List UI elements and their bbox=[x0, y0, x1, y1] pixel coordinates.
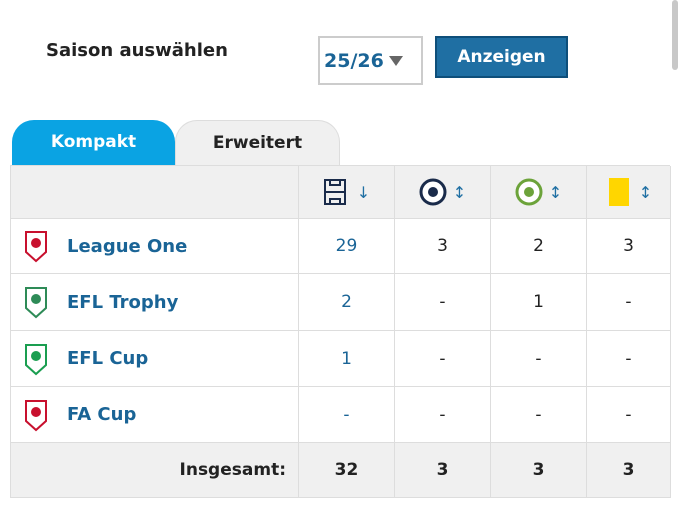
header-cell bbox=[11, 166, 299, 219]
stat-value: - bbox=[299, 387, 395, 443]
stat-value: 3 bbox=[395, 219, 491, 274]
stat-value: 2 bbox=[299, 274, 395, 331]
show-button[interactable]: Anzeigen bbox=[435, 36, 568, 78]
competition-cell: League One bbox=[11, 219, 299, 274]
competition-logo bbox=[25, 343, 47, 375]
stats-table: ↓ ↕ ↕ ↕ League One 29 3 2 3 EFL Trophy 2-1- EFL Cup… bbox=[10, 165, 671, 498]
stat-value: - bbox=[491, 387, 587, 443]
stat-icon bbox=[323, 179, 346, 205]
stat-value: - bbox=[587, 274, 671, 331]
stat-value: 2 bbox=[491, 219, 587, 274]
stat-icon bbox=[419, 178, 447, 206]
stat-value: - bbox=[587, 387, 671, 443]
tab-kompakt[interactable]: Kompakt bbox=[12, 120, 175, 165]
competition-cell: FA Cup bbox=[11, 387, 299, 443]
total-value: 3 bbox=[587, 443, 671, 498]
header-icon-cell[interactable]: ↓ bbox=[299, 166, 395, 219]
competition-cell: EFL Cup bbox=[11, 331, 299, 387]
stat-value: 29 bbox=[299, 219, 395, 274]
total-value: 3 bbox=[491, 443, 587, 498]
season-label: Saison auswählen bbox=[46, 40, 228, 61]
stat-icon bbox=[515, 178, 543, 206]
competition-name[interactable]: EFL Trophy bbox=[67, 291, 179, 313]
season-value: 25/26 bbox=[324, 50, 384, 72]
competition-cell: EFL Trophy bbox=[11, 274, 299, 331]
total-value: 3 bbox=[395, 443, 491, 498]
scrollbar[interactable] bbox=[672, 0, 678, 70]
tab-erweitert[interactable]: Erweitert bbox=[175, 120, 340, 165]
header-icon-cell[interactable]: ↕ bbox=[491, 166, 587, 219]
competition-name[interactable]: EFL Cup bbox=[67, 348, 149, 369]
header-icon-cell[interactable]: ↕ bbox=[587, 166, 671, 219]
stat-value: 1 bbox=[491, 274, 587, 331]
stat-value: - bbox=[395, 274, 491, 331]
header-icon-cell[interactable]: ↕ bbox=[395, 166, 491, 219]
competition-logo bbox=[25, 287, 47, 319]
competition-name[interactable]: League One bbox=[67, 235, 188, 257]
stat-value: 1 bbox=[299, 331, 395, 387]
season-select[interactable]: 25/26 bbox=[318, 36, 423, 85]
stat-value: - bbox=[491, 331, 587, 387]
stat-value: - bbox=[395, 331, 491, 387]
competition-logo bbox=[25, 231, 47, 263]
total-label: Insgesamt: bbox=[11, 443, 299, 498]
total-value: 32 bbox=[299, 443, 395, 498]
competition-name[interactable]: FA Cup bbox=[67, 404, 137, 425]
competition-logo bbox=[25, 399, 47, 431]
stat-value: 3 bbox=[587, 219, 671, 274]
stat-icon bbox=[608, 178, 629, 206]
stat-value: - bbox=[395, 387, 491, 443]
stat-value: - bbox=[587, 331, 671, 387]
